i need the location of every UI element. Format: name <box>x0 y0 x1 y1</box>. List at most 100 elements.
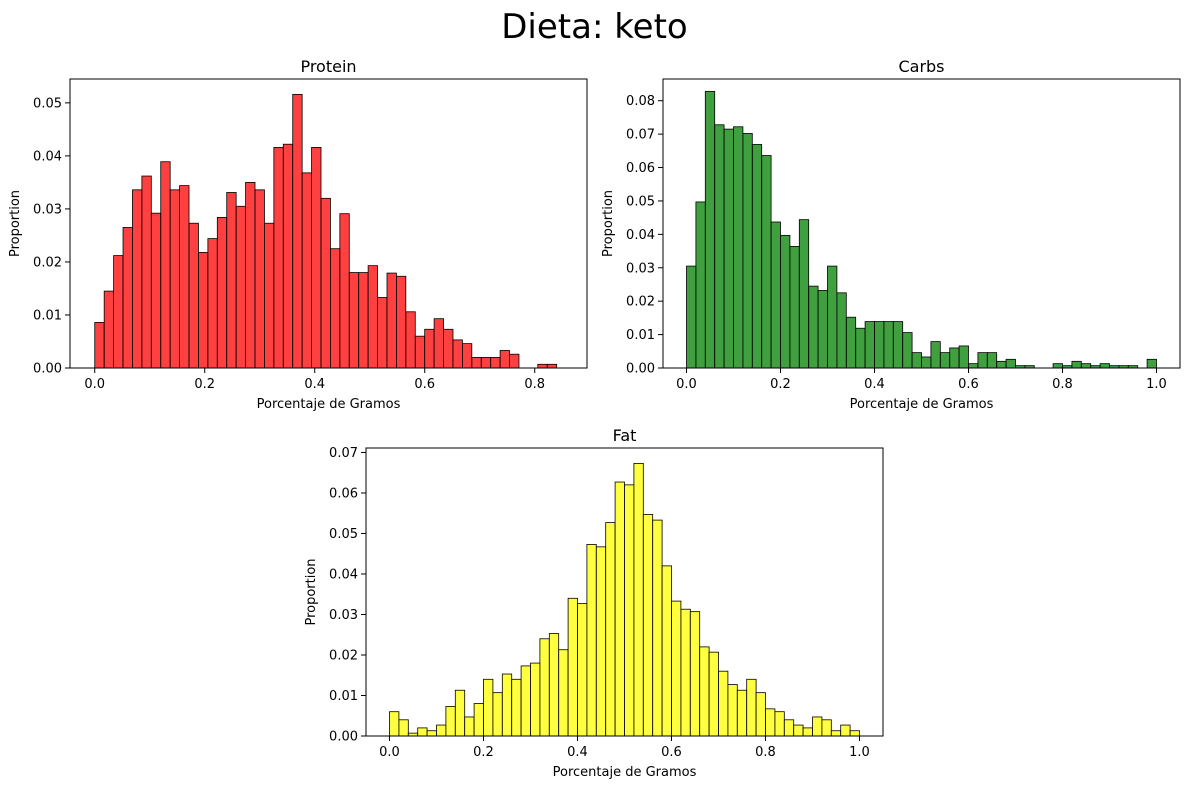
carbs-x-tick-label: 0.0 <box>676 377 697 392</box>
fat-bar <box>520 665 531 737</box>
carbs-y-tick-label: 0.03 <box>626 261 655 276</box>
protein-bar <box>94 321 105 369</box>
protein-bar <box>461 343 473 369</box>
protein-bar <box>245 181 256 369</box>
fat-bar <box>633 462 644 737</box>
protein-bar <box>330 248 341 369</box>
protein-x-tick-label: 0.8 <box>524 377 545 392</box>
fat-bar <box>727 684 738 737</box>
carbs-y-tick-label: 0.02 <box>626 295 655 310</box>
carbs-bar <box>949 347 960 369</box>
fat-y-tick-label: 0.03 <box>329 608 358 623</box>
carbs-histogram: 0.0 0.2 0.4 0.6 0.8 1.0 0.00 0.01 0.02 0.03 0.04 0.… <box>601 57 1181 412</box>
figure-suptitle: Dieta: keto <box>501 7 688 47</box>
fat-bar <box>492 692 503 737</box>
fat-bar <box>699 646 710 737</box>
carbs-bar <box>1099 363 1110 369</box>
protein-bar <box>216 216 228 369</box>
protein-bar <box>499 350 510 369</box>
fat-bar <box>830 730 842 737</box>
fat-bar <box>812 716 823 737</box>
fat-bar <box>558 649 569 737</box>
carbs-bar <box>808 285 819 369</box>
fat-bar <box>539 638 550 737</box>
fat-bar <box>436 724 447 737</box>
fat-bar <box>605 522 616 737</box>
carbs-bar <box>996 360 1007 369</box>
carbs-x-axis-label: Porcentaje de Gramos <box>850 397 994 412</box>
protein-bar <box>546 363 558 369</box>
protein-bar <box>150 212 162 369</box>
fat-y-tick-label: 0.01 <box>329 689 358 704</box>
carbs-bar <box>902 332 913 369</box>
protein-bar <box>301 172 312 369</box>
fat-y-axis-label: Proportion <box>304 558 319 625</box>
carbs-bar <box>986 352 998 369</box>
protein-bar <box>509 353 520 369</box>
carbs-x-tick-label: 0.6 <box>958 377 979 392</box>
carbs-bar <box>921 356 932 369</box>
carbs-bar <box>836 292 847 369</box>
protein-bar <box>339 213 350 369</box>
protein-y-tick-label: 0.02 <box>33 255 62 270</box>
fat-title: Fat <box>613 426 637 445</box>
protein-y-tick-label: 0.01 <box>33 308 62 323</box>
fat-bar <box>840 724 851 737</box>
carbs-x-tick-label: 0.4 <box>864 377 885 392</box>
protein-title: Protein <box>300 57 356 76</box>
carbs-bar <box>1071 360 1082 369</box>
protein-bar <box>348 272 360 369</box>
carbs-bar <box>686 265 697 369</box>
protein-bar <box>490 356 501 369</box>
carbs-bar <box>1080 363 1092 369</box>
carbs-bar <box>780 234 791 369</box>
protein-plot-frame <box>69 78 588 369</box>
protein-bar <box>113 255 124 369</box>
protein-bar <box>179 185 190 369</box>
fat-bar <box>736 689 748 737</box>
fat-bar <box>849 730 860 737</box>
carbs-y-tick-label: 0.08 <box>626 94 655 109</box>
fat-bar <box>454 689 466 737</box>
carbs-bar <box>761 155 772 369</box>
fat-bar <box>398 719 409 737</box>
protein-bar <box>254 189 265 369</box>
carbs-y-tick-label: 0.07 <box>626 128 655 143</box>
carbs-bar <box>733 126 744 369</box>
fat-bar <box>671 600 682 737</box>
fat-bar <box>802 727 813 737</box>
carbs-bar <box>723 128 734 369</box>
fat-bar <box>445 706 456 737</box>
fat-bar <box>718 670 729 737</box>
fat-plot-frame <box>365 447 884 737</box>
protein-bar <box>396 275 407 369</box>
carbs-bar <box>751 144 763 369</box>
fat-bar <box>389 711 400 737</box>
fat-bar <box>417 727 428 737</box>
protein-y-tick-label: 0.03 <box>33 202 62 217</box>
fat-bar <box>614 481 625 737</box>
protein-bar <box>386 272 397 369</box>
protein-y-tick-label: 0.05 <box>33 96 62 111</box>
fat-bar <box>652 519 663 737</box>
carbs-bar <box>939 352 951 369</box>
carbs-bar <box>742 133 753 369</box>
protein-bar <box>537 363 548 369</box>
protein-bar <box>235 205 246 369</box>
fat-bar <box>577 603 588 737</box>
protein-bar <box>311 147 322 369</box>
protein-x-tick-label: 0.6 <box>414 377 435 392</box>
fat-bar <box>586 544 597 737</box>
carbs-bar <box>977 352 988 369</box>
carbs-bar <box>1146 358 1157 369</box>
protein-bar <box>122 227 133 369</box>
carbs-y-tick-label: 0.06 <box>626 161 655 176</box>
fat-bar <box>642 514 654 737</box>
carbs-bar <box>798 219 810 369</box>
carbs-y-tick-label: 0.05 <box>626 194 655 209</box>
fat-x-axis-label: Porcentaje de Gramos <box>553 765 697 780</box>
protein-bar <box>433 318 444 369</box>
fat-bar <box>464 716 475 737</box>
carbs-bar <box>874 321 885 369</box>
